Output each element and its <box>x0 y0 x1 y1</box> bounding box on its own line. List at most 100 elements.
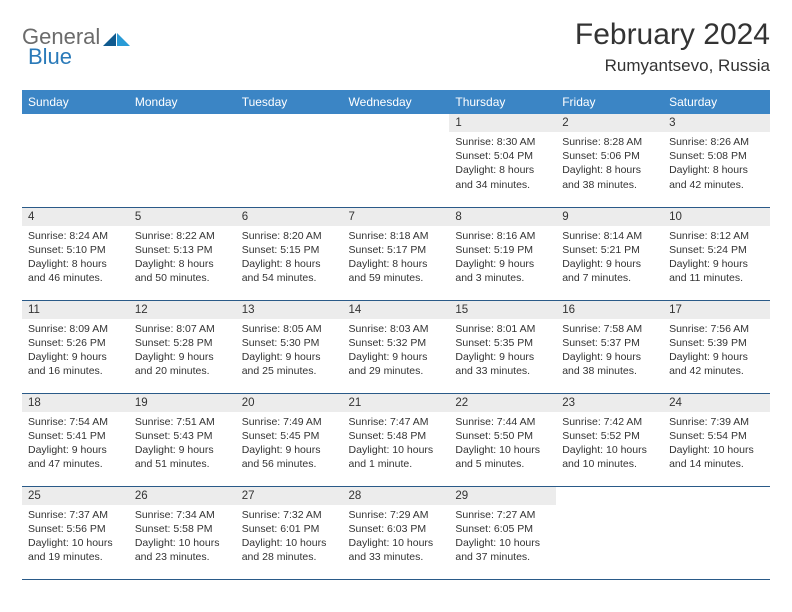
sunrise-line: Sunrise: 8:05 AM <box>242 322 337 336</box>
sunrise-line: Sunrise: 7:58 AM <box>562 322 657 336</box>
daylight-line: Daylight: 10 hours and 37 minutes. <box>455 536 550 564</box>
daylight-line: Daylight: 10 hours and 23 minutes. <box>135 536 230 564</box>
day-number: 6 <box>236 208 343 226</box>
logo-text-blue: Blue <box>28 44 72 70</box>
day-number: 10 <box>663 208 770 226</box>
day-number: 9 <box>556 208 663 226</box>
sunset-line: Sunset: 5:17 PM <box>349 243 444 257</box>
daylight-line: Daylight: 10 hours and 19 minutes. <box>28 536 123 564</box>
day-details: Sunrise: 7:58 AMSunset: 5:37 PMDaylight:… <box>556 319 663 383</box>
calendar-day-cell: 29Sunrise: 7:27 AMSunset: 6:05 PMDayligh… <box>449 486 556 579</box>
daylight-line: Daylight: 9 hours and 29 minutes. <box>349 350 444 378</box>
sunrise-line: Sunrise: 7:51 AM <box>135 415 230 429</box>
day-details: Sunrise: 8:26 AMSunset: 5:08 PMDaylight:… <box>663 132 770 196</box>
calendar-day-cell: 9Sunrise: 8:14 AMSunset: 5:21 PMDaylight… <box>556 207 663 300</box>
weekday-header: Monday <box>129 90 236 114</box>
calendar-day-cell: 13Sunrise: 8:05 AMSunset: 5:30 PMDayligh… <box>236 300 343 393</box>
calendar-week-row: 18Sunrise: 7:54 AMSunset: 5:41 PMDayligh… <box>22 393 770 486</box>
day-details: Sunrise: 8:24 AMSunset: 5:10 PMDaylight:… <box>22 226 129 290</box>
calendar-day-cell: 25Sunrise: 7:37 AMSunset: 5:56 PMDayligh… <box>22 486 129 579</box>
calendar-day-cell <box>663 486 770 579</box>
day-number: 13 <box>236 301 343 319</box>
calendar-body: 1Sunrise: 8:30 AMSunset: 5:04 PMDaylight… <box>22 114 770 579</box>
day-number: 3 <box>663 114 770 132</box>
calendar-day-cell: 28Sunrise: 7:29 AMSunset: 6:03 PMDayligh… <box>343 486 450 579</box>
calendar-day-cell: 27Sunrise: 7:32 AMSunset: 6:01 PMDayligh… <box>236 486 343 579</box>
sunset-line: Sunset: 5:32 PM <box>349 336 444 350</box>
calendar-day-cell: 3Sunrise: 8:26 AMSunset: 5:08 PMDaylight… <box>663 114 770 207</box>
calendar-day-cell: 7 Sunrise: 8:18 AMSunset: 5:17 PMDaylight… <box>343 207 450 300</box>
day-details: Sunrise: 7:51 AMSunset: 5:43 PMDaylight:… <box>129 412 236 476</box>
calendar-day-cell: 5Sunrise: 8:22 AMSunset: 5:13 PMDaylight… <box>129 207 236 300</box>
day-number: 7 <box>343 208 450 226</box>
sunset-line: Sunset: 5:28 PM <box>135 336 230 350</box>
daylight-line: Daylight: 9 hours and 20 minutes. <box>135 350 230 378</box>
sunrise-line: Sunrise: 8:22 AM <box>135 229 230 243</box>
weekday-header: Tuesday <box>236 90 343 114</box>
daylight-line: Daylight: 8 hours and 42 minutes. <box>669 163 764 191</box>
day-details: Sunrise: 7:49 AMSunset: 5:45 PMDaylight:… <box>236 412 343 476</box>
day-number: 1 <box>449 114 556 132</box>
sunrise-line: Sunrise: 8:03 AM <box>349 322 444 336</box>
day-number: 11 <box>22 301 129 319</box>
sunrise-line: Sunrise: 7:54 AM <box>28 415 123 429</box>
weekday-header: Saturday <box>663 90 770 114</box>
sunset-line: Sunset: 6:03 PM <box>349 522 444 536</box>
calendar-week-row: 1Sunrise: 8:30 AMSunset: 5:04 PMDaylight… <box>22 114 770 207</box>
sunrise-line: Sunrise: 8:20 AM <box>242 229 337 243</box>
sunrise-line: Sunrise: 7:34 AM <box>135 508 230 522</box>
sunrise-line: Sunrise: 7:37 AM <box>28 508 123 522</box>
day-details: Sunrise: 8:30 AMSunset: 5:04 PMDaylight:… <box>449 132 556 196</box>
sunset-line: Sunset: 5:58 PM <box>135 522 230 536</box>
calendar-day-cell: 10Sunrise: 8:12 AMSunset: 5:24 PMDayligh… <box>663 207 770 300</box>
weekday-header: Friday <box>556 90 663 114</box>
day-details: Sunrise: 8:01 AMSunset: 5:35 PMDaylight:… <box>449 319 556 383</box>
daylight-line: Daylight: 10 hours and 33 minutes. <box>349 536 444 564</box>
sunset-line: Sunset: 5:50 PM <box>455 429 550 443</box>
day-details: Sunrise: 8:14 AMSunset: 5:21 PMDaylight:… <box>556 226 663 290</box>
sunrise-line: Sunrise: 8:24 AM <box>28 229 123 243</box>
calendar-day-cell <box>236 114 343 207</box>
daylight-line: Daylight: 10 hours and 28 minutes. <box>242 536 337 564</box>
calendar-day-cell <box>343 114 450 207</box>
day-details: Sunrise: 7:47 AMSunset: 5:48 PMDaylight:… <box>343 412 450 476</box>
daylight-line: Daylight: 10 hours and 14 minutes. <box>669 443 764 471</box>
sunset-line: Sunset: 6:05 PM <box>455 522 550 536</box>
day-number: 4 <box>22 208 129 226</box>
calendar-week-row: 11Sunrise: 8:09 AMSunset: 5:26 PMDayligh… <box>22 300 770 393</box>
daylight-line: Daylight: 8 hours and 34 minutes. <box>455 163 550 191</box>
day-details: Sunrise: 8:07 AMSunset: 5:28 PMDaylight:… <box>129 319 236 383</box>
logo-triangle-icon <box>103 30 131 48</box>
weekday-header: Thursday <box>449 90 556 114</box>
day-details: Sunrise: 8:03 AMSunset: 5:32 PMDaylight:… <box>343 319 450 383</box>
sunrise-line: Sunrise: 7:29 AM <box>349 508 444 522</box>
weekday-header: Sunday <box>22 90 129 114</box>
sunrise-line: Sunrise: 8:18 AM <box>349 229 444 243</box>
sunrise-line: Sunrise: 8:14 AM <box>562 229 657 243</box>
calendar-day-cell: 22Sunrise: 7:44 AMSunset: 5:50 PMDayligh… <box>449 393 556 486</box>
daylight-line: Daylight: 9 hours and 42 minutes. <box>669 350 764 378</box>
daylight-line: Daylight: 8 hours and 54 minutes. <box>242 257 337 285</box>
calendar-day-cell: 1Sunrise: 8:30 AMSunset: 5:04 PMDaylight… <box>449 114 556 207</box>
day-number: 26 <box>129 487 236 505</box>
day-details: Sunrise: 7:32 AMSunset: 6:01 PMDaylight:… <box>236 505 343 569</box>
calendar-day-cell: 15Sunrise: 8:01 AMSunset: 5:35 PMDayligh… <box>449 300 556 393</box>
day-number: 23 <box>556 394 663 412</box>
sunset-line: Sunset: 5:35 PM <box>455 336 550 350</box>
calendar-day-cell: 23Sunrise: 7:42 AMSunset: 5:52 PMDayligh… <box>556 393 663 486</box>
calendar-day-cell: 14Sunrise: 8:03 AMSunset: 5:32 PMDayligh… <box>343 300 450 393</box>
calendar-day-cell: 11Sunrise: 8:09 AMSunset: 5:26 PMDayligh… <box>22 300 129 393</box>
daylight-line: Daylight: 9 hours and 25 minutes. <box>242 350 337 378</box>
day-details: Sunrise: 7:39 AMSunset: 5:54 PMDaylight:… <box>663 412 770 476</box>
day-number: 22 <box>449 394 556 412</box>
day-details: Sunrise: 7:27 AMSunset: 6:05 PMDaylight:… <box>449 505 556 569</box>
day-number: 12 <box>129 301 236 319</box>
sunrise-line: Sunrise: 8:30 AM <box>455 135 550 149</box>
sunset-line: Sunset: 5:45 PM <box>242 429 337 443</box>
sunrise-line: Sunrise: 7:39 AM <box>669 415 764 429</box>
calendar-day-cell: 8Sunrise: 8:16 AMSunset: 5:19 PMDaylight… <box>449 207 556 300</box>
location: Rumyantsevo, Russia <box>575 56 770 76</box>
daylight-line: Daylight: 9 hours and 11 minutes. <box>669 257 764 285</box>
day-details: Sunrise: 8:05 AMSunset: 5:30 PMDaylight:… <box>236 319 343 383</box>
daylight-line: Daylight: 8 hours and 59 minutes. <box>349 257 444 285</box>
